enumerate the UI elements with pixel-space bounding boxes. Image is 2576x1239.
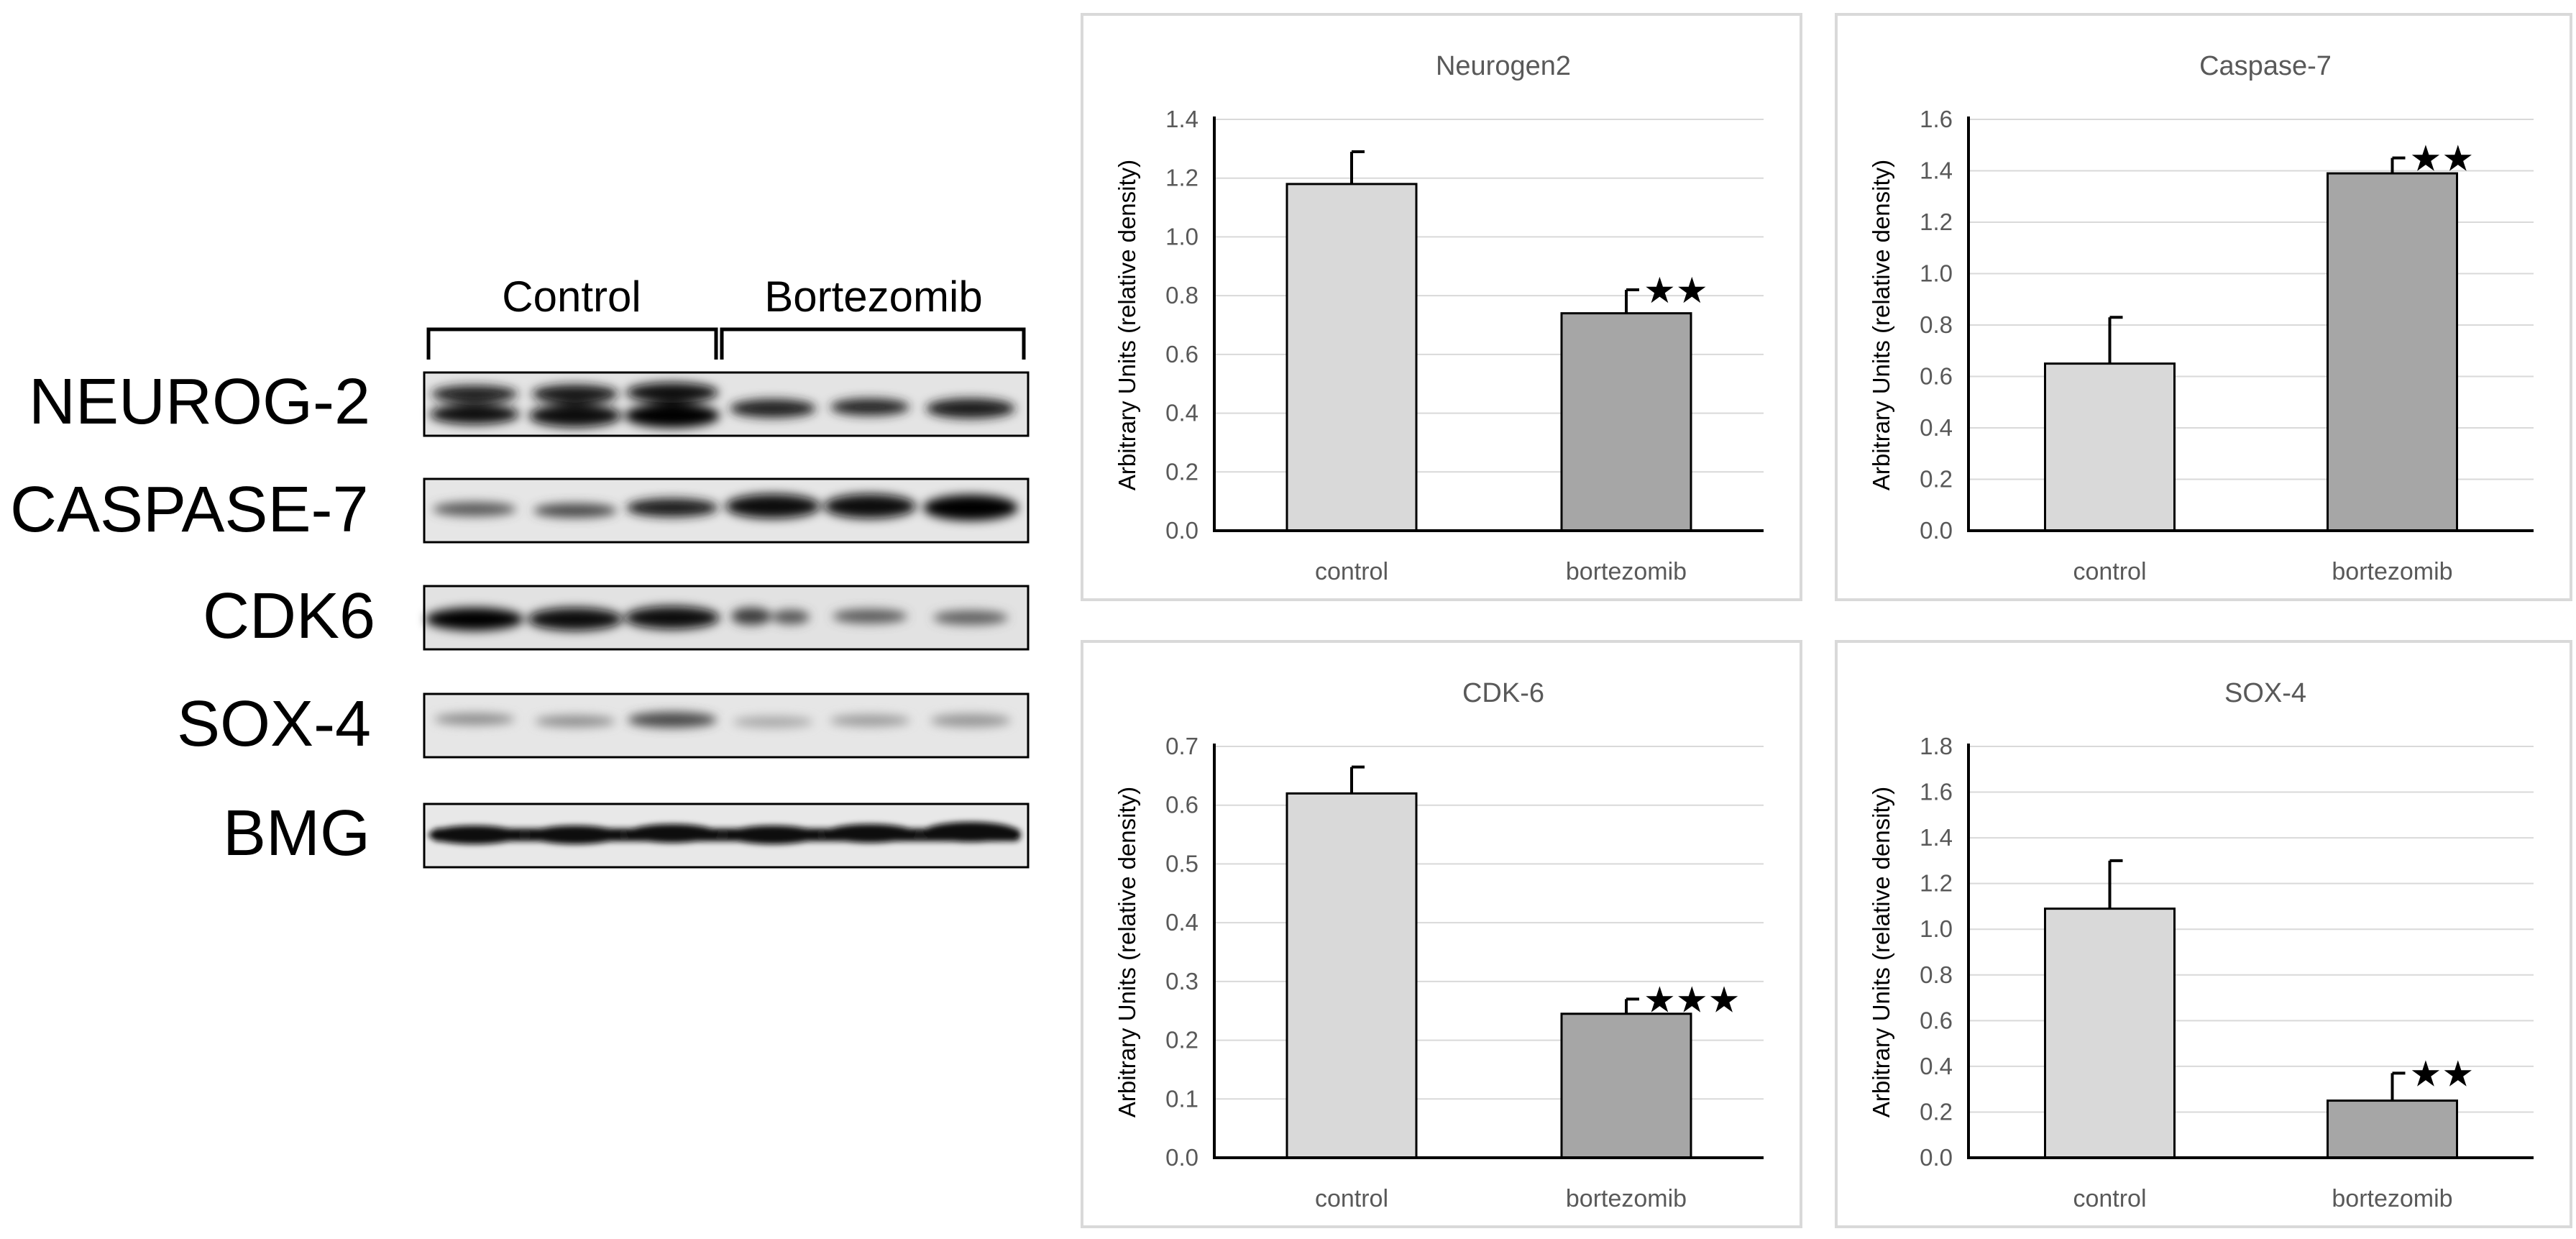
- y-tick-label: 0.2: [1920, 1098, 1953, 1125]
- bar-bortezomib: [2327, 1099, 2458, 1159]
- significance-label: ★★: [2410, 138, 2475, 180]
- y-tick-label: 0.6: [1165, 792, 1198, 818]
- protein-label-cdk6: CDK6: [203, 580, 376, 652]
- y-tick-label: 0.0: [1920, 1144, 1953, 1171]
- error-bar: [2391, 156, 2406, 174]
- bracket-control: [426, 327, 718, 360]
- y-tick-label: 0.0: [1165, 1144, 1198, 1171]
- chart-svg: SOX-4 Arbitrary Units (relative density) 0…: [1868, 678, 2534, 1212]
- y-tick-label: 1.2: [1165, 165, 1198, 191]
- y-tick-label: 0.2: [1920, 466, 1953, 493]
- y-tick-label: 0.8: [1165, 282, 1198, 308]
- chart-panel-neurogen2: Neurogen2 Arbitrary Units (relative densi…: [1081, 13, 1802, 601]
- y-tick-label: 0.7: [1165, 733, 1198, 759]
- error-bar: [1625, 288, 1639, 314]
- error-bar: [1350, 765, 1365, 794]
- y-tick-label: 1.0: [1920, 260, 1953, 287]
- y-tick-label: 0.8: [1920, 961, 1953, 988]
- y-tick-label: 0.4: [1165, 400, 1198, 426]
- significance-label: ★★: [2410, 1053, 2475, 1094]
- blot-strip-cdk6: [423, 585, 1030, 651]
- chart-title: Caspase-7: [2199, 51, 2332, 81]
- y-tick-label: 0.1: [1165, 1085, 1198, 1112]
- chart-svg: Neurogen2 Arbitrary Units (relative densi…: [1114, 51, 1764, 585]
- protein-label-neurog2: NEUROG-2: [29, 366, 371, 438]
- bar-bortezomib: [2327, 172, 2458, 532]
- y-tick-label: 1.4: [1165, 106, 1198, 132]
- y-tick-label: 0.4: [1920, 414, 1953, 441]
- y-tick-label: 1.6: [1920, 779, 1953, 805]
- y-tick-label: 0.3: [1165, 968, 1198, 995]
- y-axis-title: Arbitrary Units (relative density): [1114, 160, 1140, 490]
- group-label-control: Control: [502, 273, 641, 321]
- y-tick-label: 1.0: [1165, 223, 1198, 250]
- y-axis-title: Arbitrary Units (relative density): [1868, 160, 1894, 490]
- category-label: bortezomib: [2332, 558, 2452, 585]
- blot-strip-caspase7: [423, 477, 1030, 544]
- y-tick-label: 1.4: [1920, 157, 1953, 184]
- significance-label: ★★★: [1644, 979, 1740, 1020]
- category-label: control: [2073, 1185, 2146, 1212]
- category-label: control: [2073, 558, 2146, 585]
- bar-control: [1285, 183, 1418, 532]
- significance-label: ★★: [1644, 270, 1708, 311]
- y-tick-label: 0.2: [1165, 1027, 1198, 1053]
- category-label: bortezomib: [1566, 558, 1687, 585]
- bar-control: [1285, 792, 1418, 1159]
- category-label: bortezomib: [2332, 1185, 2452, 1212]
- y-tick-label: 0.4: [1920, 1053, 1953, 1079]
- y-tick-label: 1.8: [1920, 733, 1953, 759]
- y-tick-label: 0.0: [1920, 517, 1953, 544]
- blot-strip-sox4: [423, 692, 1030, 759]
- error-bar: [1350, 150, 1365, 184]
- y-axis-title: Arbitrary Units (relative density): [1114, 787, 1140, 1117]
- error-bar: [2108, 316, 2123, 364]
- chart-title: SOX-4: [2224, 678, 2306, 708]
- y-tick-label: 1.6: [1920, 106, 1953, 132]
- category-label: control: [1315, 558, 1388, 585]
- error-bar: [2391, 1071, 2406, 1101]
- error-bar: [1625, 997, 1639, 1014]
- y-tick-label: 1.2: [1920, 209, 1953, 235]
- protein-label-caspase7: CASPASE-7: [10, 474, 369, 546]
- y-tick-label: 0.6: [1165, 341, 1198, 367]
- group-label-bortezomib: Bortezomib: [764, 273, 983, 321]
- y-tick-label: 1.2: [1920, 870, 1953, 897]
- category-label: bortezomib: [1566, 1185, 1687, 1212]
- chart-panel-sox4: SOX-4 Arbitrary Units (relative density) 0…: [1835, 640, 2572, 1228]
- bracket-bortezomib: [720, 327, 1026, 360]
- y-tick-label: 0.2: [1165, 458, 1198, 485]
- y-axis-title: Arbitrary Units (relative density): [1868, 787, 1894, 1117]
- chart-title: Neurogen2: [1436, 51, 1571, 81]
- bar-bortezomib: [1560, 312, 1692, 532]
- bar-bortezomib: [1560, 1012, 1692, 1159]
- protein-label-sox4: SOX-4: [177, 688, 372, 760]
- category-label: control: [1315, 1185, 1388, 1212]
- y-tick-label: 0.0: [1165, 517, 1198, 544]
- chart-panel-caspase7: Caspase-7 Arbitrary Units (relative densi…: [1835, 13, 2572, 601]
- western-blot-figure: Control Bortezomib: [0, 0, 1035, 1239]
- error-bar: [2108, 859, 2123, 909]
- blot-bands: [423, 327, 1030, 869]
- y-tick-label: 0.5: [1165, 850, 1198, 877]
- y-tick-label: 0.6: [1920, 363, 1953, 390]
- y-tick-label: 1.0: [1920, 915, 1953, 942]
- y-tick-label: 0.4: [1165, 909, 1198, 936]
- y-tick-label: 1.4: [1920, 824, 1953, 851]
- bar-control: [2044, 907, 2176, 1159]
- chart-title: CDK-6: [1462, 678, 1544, 708]
- chart-svg: Caspase-7 Arbitrary Units (relative densi…: [1868, 51, 2534, 585]
- chart-svg: CDK-6 Arbitrary Units (relative density) 0…: [1114, 678, 1764, 1212]
- blot-strip-bmg: [423, 803, 1030, 869]
- y-tick-label: 0.8: [1920, 311, 1953, 338]
- chart-panel-cdk6: CDK-6 Arbitrary Units (relative density) 0…: [1081, 640, 1802, 1228]
- blot-strip-neurog2: [423, 371, 1030, 437]
- protein-label-bmg: BMG: [223, 797, 371, 869]
- bar-control: [2044, 362, 2176, 532]
- y-tick-label: 0.6: [1920, 1007, 1953, 1033]
